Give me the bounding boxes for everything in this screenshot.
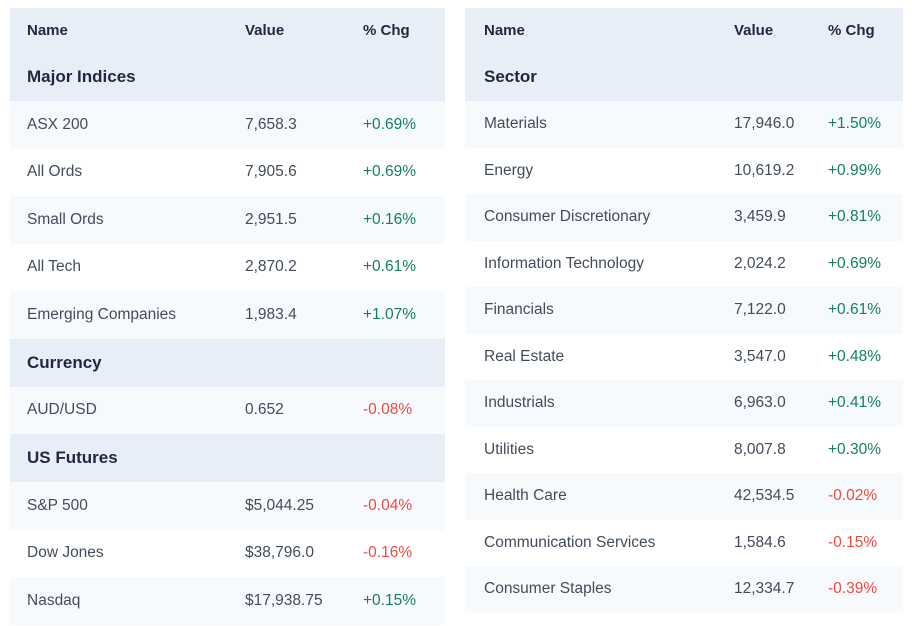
instrument-value: 12,334.7 <box>734 566 828 613</box>
column-header-value: Value <box>734 8 828 53</box>
instrument-name: Consumer Staples <box>465 566 734 613</box>
instrument-value: 1,983.4 <box>245 291 363 339</box>
instrument-change: +0.15% <box>363 577 445 625</box>
table-row[interactable]: Materials 17,946.0 +1.50% <box>465 101 903 148</box>
instrument-name: Financials <box>465 287 734 334</box>
instrument-change: +1.07% <box>363 291 445 339</box>
instrument-change: -0.04% <box>363 482 445 530</box>
table-row[interactable]: Utilities 8,007.8 +0.30% <box>465 426 903 473</box>
table-row[interactable]: Energy 10,619.2 +0.99% <box>465 147 903 194</box>
table-row[interactable]: Nasdaq $17,938.75 +0.15% <box>10 577 445 625</box>
section-title: Major Indices <box>10 53 445 101</box>
column-header-name: Name <box>465 8 734 53</box>
table-row[interactable]: Financials 7,122.0 +0.61% <box>465 287 903 334</box>
column-header-row: Name Value % Chg <box>10 8 445 53</box>
section-header-row: Currency <box>10 338 445 387</box>
instrument-change: +0.61% <box>363 243 445 291</box>
sectors-table: Name Value % Chg Sector Materials 17,946.0… <box>465 8 903 613</box>
table-row[interactable]: Information Technology 2,024.2 +0.69% <box>465 240 903 287</box>
table-row[interactable]: Small Ords 2,951.5 +0.16% <box>10 196 445 244</box>
instrument-name: Nasdaq <box>10 577 245 625</box>
instrument-name: Consumer Discretionary <box>465 194 734 241</box>
section-title: Currency <box>10 338 445 387</box>
table-row[interactable]: Industrials 6,963.0 +0.41% <box>465 380 903 427</box>
instrument-name: Industrials <box>465 380 734 427</box>
instrument-name: Energy <box>465 147 734 194</box>
section-title: Sector <box>465 53 903 101</box>
instrument-name: Materials <box>465 101 734 148</box>
instrument-change: +1.50% <box>828 101 903 148</box>
instrument-name: ASX 200 <box>10 101 245 149</box>
table-row[interactable]: Health Care 42,534.5 -0.02% <box>465 473 903 520</box>
section-header-row: Sector <box>465 53 903 101</box>
instrument-value: $38,796.0 <box>245 529 363 577</box>
table-row[interactable]: S&P 500 $5,044.25 -0.04% <box>10 482 445 530</box>
table-row[interactable]: Dow Jones $38,796.0 -0.16% <box>10 529 445 577</box>
table-row[interactable]: AUD/USD 0.652 -0.08% <box>10 386 445 434</box>
instrument-value: 10,619.2 <box>734 147 828 194</box>
instrument-change: +0.48% <box>828 333 903 380</box>
column-header-chg: % Chg <box>363 8 445 53</box>
instrument-name: Information Technology <box>465 240 734 287</box>
instrument-change: +0.61% <box>828 287 903 334</box>
instrument-value: 3,547.0 <box>734 333 828 380</box>
instrument-name: Small Ords <box>10 196 245 244</box>
instrument-change: +0.99% <box>828 147 903 194</box>
instrument-name: Utilities <box>465 426 734 473</box>
table-row[interactable]: ASX 200 7,658.3 +0.69% <box>10 101 445 149</box>
instrument-value: 3,459.9 <box>734 194 828 241</box>
table-row[interactable]: All Ords 7,905.6 +0.69% <box>10 148 445 196</box>
table-row[interactable]: Consumer Staples 12,334.7 -0.39% <box>465 566 903 613</box>
instrument-name: AUD/USD <box>10 386 245 434</box>
instrument-name: Emerging Companies <box>10 291 245 339</box>
instrument-value: 7,658.3 <box>245 101 363 149</box>
instrument-value: 42,534.5 <box>734 473 828 520</box>
instrument-value: 2,024.2 <box>734 240 828 287</box>
instrument-name: All Tech <box>10 243 245 291</box>
instrument-change: +0.69% <box>828 240 903 287</box>
instrument-name: All Ords <box>10 148 245 196</box>
section-header-row: US Futures <box>10 434 445 482</box>
instrument-change: +0.69% <box>363 148 445 196</box>
instrument-change: +0.16% <box>363 196 445 244</box>
instrument-change: +0.69% <box>363 101 445 149</box>
column-header-row: Name Value % Chg <box>465 8 903 53</box>
instrument-change: -0.39% <box>828 566 903 613</box>
table-row[interactable]: All Tech 2,870.2 +0.61% <box>10 243 445 291</box>
instrument-value: 2,951.5 <box>245 196 363 244</box>
section-header-row: Major Indices <box>10 53 445 101</box>
instrument-name: S&P 500 <box>10 482 245 530</box>
instrument-change: -0.08% <box>363 386 445 434</box>
instrument-value: 6,963.0 <box>734 380 828 427</box>
instrument-value: 7,122.0 <box>734 287 828 334</box>
table-row[interactable]: Communication Services 1,584.6 -0.15% <box>465 519 903 566</box>
column-header-name: Name <box>10 8 245 53</box>
instrument-change: -0.02% <box>828 473 903 520</box>
instrument-change: +0.41% <box>828 380 903 427</box>
section-title: US Futures <box>10 434 445 482</box>
table-row[interactable]: Emerging Companies 1,983.4 +1.07% <box>10 291 445 339</box>
instrument-value: 1,584.6 <box>734 519 828 566</box>
instrument-value: 7,905.6 <box>245 148 363 196</box>
instrument-value: $17,938.75 <box>245 577 363 625</box>
instrument-name: Real Estate <box>465 333 734 380</box>
instrument-value: 2,870.2 <box>245 243 363 291</box>
instrument-name: Health Care <box>465 473 734 520</box>
instrument-value: 17,946.0 <box>734 101 828 148</box>
table-row[interactable]: Real Estate 3,547.0 +0.48% <box>465 333 903 380</box>
instrument-value: $5,044.25 <box>245 482 363 530</box>
table-row[interactable]: Consumer Discretionary 3,459.9 +0.81% <box>465 194 903 241</box>
instrument-change: +0.30% <box>828 426 903 473</box>
markets-table: Name Value % Chg Major Indices ASX 200 7,6… <box>10 8 445 625</box>
instrument-name: Communication Services <box>465 519 734 566</box>
column-header-chg: % Chg <box>828 8 903 53</box>
instrument-value: 8,007.8 <box>734 426 828 473</box>
instrument-value: 0.652 <box>245 386 363 434</box>
instrument-change: -0.16% <box>363 529 445 577</box>
column-header-value: Value <box>245 8 363 53</box>
instrument-name: Dow Jones <box>10 529 245 577</box>
instrument-change: +0.81% <box>828 194 903 241</box>
instrument-change: -0.15% <box>828 519 903 566</box>
